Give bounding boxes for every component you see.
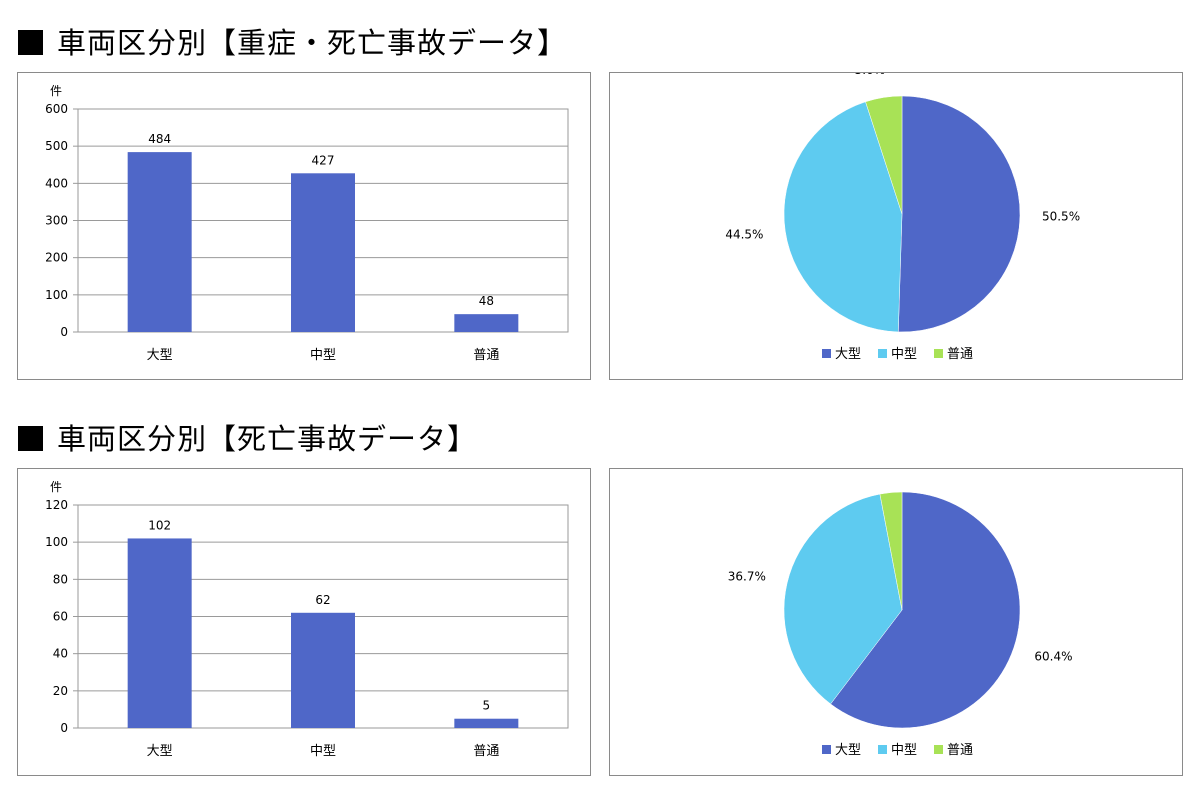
black-square-icon xyxy=(18,30,43,55)
legend-label: 大型 xyxy=(835,347,861,362)
x-category-label: 大型 xyxy=(147,744,173,759)
section-title-text: 車両区分別【死亡事故データ】 xyxy=(57,422,478,456)
black-square-icon xyxy=(18,426,43,451)
x-category-label: 中型 xyxy=(310,348,336,363)
pie-chart-panel-fatal: 60.4% 36.7% 3.0% 大型 中型 普通 xyxy=(609,458,1183,776)
section-title-text: 車両区分別【重症・死亡事故データ】 xyxy=(57,26,568,60)
pie-chart-severe-fatal: 50.5% 44.5% 5.0% 大型 中型 普通 xyxy=(725,63,1080,362)
bar-data-label: 62 xyxy=(315,593,330,607)
section-title-severe-fatal: 車両区分別【重症・死亡事故データ】 xyxy=(18,20,567,62)
bar-data-label: 484 xyxy=(148,132,171,146)
pie-slice-1 xyxy=(898,95,1021,333)
bar-chart-fatal: 件 0 20 40 60 80 100 120 102 大型 62 中型 5 普通 xyxy=(45,480,569,759)
bar-data-label: 5 xyxy=(483,699,491,713)
y-tick-label: 500 xyxy=(45,139,68,153)
y-tick-label: 20 xyxy=(53,684,68,698)
y-tick-label: 40 xyxy=(53,647,68,661)
legend-swatch-2 xyxy=(878,745,887,754)
pie-data-label: 5.0% xyxy=(855,73,886,77)
pie-slice-2 xyxy=(783,101,903,333)
bar-chart-severe-fatal: 件 0 100 200 300 400 500 600 484 大型 427 中型 48 普通 xyxy=(45,84,569,363)
pie-data-label: 44.5% xyxy=(725,228,763,242)
bar-chart-panel-fatal: 件 0 20 40 60 80 100 120 102 大型 62 中型 5 普通 xyxy=(17,468,591,776)
legend-label: 中型 xyxy=(891,743,917,758)
x-category-label: 中型 xyxy=(310,744,336,759)
pie-slice-3 xyxy=(879,491,903,611)
legend-label: 普通 xyxy=(947,347,973,362)
y-tick-label: 60 xyxy=(53,610,68,624)
pie-slice-3 xyxy=(865,95,903,215)
bar-2 xyxy=(291,612,355,728)
bar-1 xyxy=(127,152,192,332)
pie-chart-fatal: 60.4% 36.7% 3.0% 大型 中型 普通 xyxy=(728,458,1073,758)
y-axis-unit-label: 件 xyxy=(50,84,62,98)
y-axis-unit-label: 件 xyxy=(50,480,62,494)
y-tick-label: 300 xyxy=(45,214,68,228)
bar-1 xyxy=(127,538,192,728)
bar-data-label: 427 xyxy=(312,153,335,167)
y-tick-label: 80 xyxy=(53,572,68,586)
bar-data-label: 102 xyxy=(148,518,171,532)
legend-label: 普通 xyxy=(947,743,973,758)
y-tick-label: 600 xyxy=(45,102,68,116)
legend-label: 大型 xyxy=(835,743,861,758)
legend-swatch-3 xyxy=(934,745,943,754)
legend-swatch-3 xyxy=(934,349,943,358)
pie-chart-panel-severe-fatal: 50.5% 44.5% 5.0% 大型 中型 普通 xyxy=(609,63,1183,380)
pie-data-label: 50.5% xyxy=(1042,209,1080,223)
section-title-fatal: 車両区分別【死亡事故データ】 xyxy=(18,416,477,458)
pie-slice-1 xyxy=(830,491,1021,729)
x-category-label: 大型 xyxy=(147,348,173,363)
y-tick-label: 100 xyxy=(45,535,68,549)
y-tick-label: 120 xyxy=(45,498,68,512)
y-tick-label: 200 xyxy=(45,251,68,265)
x-category-label: 普通 xyxy=(473,744,499,759)
legend-swatch-1 xyxy=(822,745,831,754)
bar-data-label: 48 xyxy=(479,294,494,308)
pie-data-label: 60.4% xyxy=(1034,650,1072,664)
x-category-label: 普通 xyxy=(473,348,499,363)
pie-data-label: 3.0% xyxy=(873,469,904,472)
bar-3 xyxy=(454,718,519,728)
legend-swatch-1 xyxy=(822,349,831,358)
y-tick-label: 0 xyxy=(60,721,68,735)
bar-chart-panel-severe-fatal: 件 0 100 200 300 400 500 600 484 大型 427 中型 48 普通 xyxy=(17,72,591,380)
pie-data-label: 36.7% xyxy=(728,570,766,584)
y-tick-label: 0 xyxy=(60,325,68,339)
bar-3 xyxy=(454,314,519,332)
pie-slice-2 xyxy=(783,493,903,705)
legend-swatch-2 xyxy=(878,349,887,358)
legend-label: 中型 xyxy=(891,347,917,362)
bar-2 xyxy=(291,173,355,332)
y-tick-label: 100 xyxy=(45,288,68,302)
y-tick-label: 400 xyxy=(45,176,68,190)
